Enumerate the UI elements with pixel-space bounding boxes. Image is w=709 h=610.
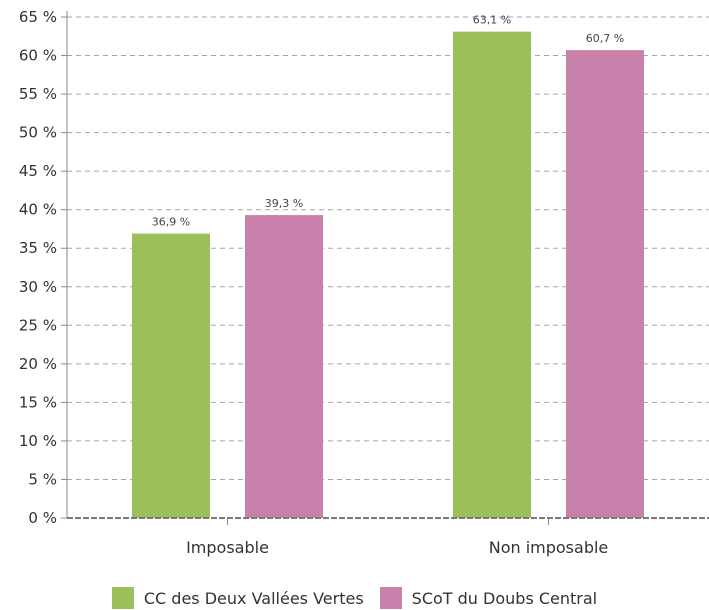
- legend-item-series-2: SCoT du Doubs Central: [379, 587, 598, 609]
- legend-swatch-series-1: [111, 587, 134, 609]
- bar-2-1: [245, 215, 323, 518]
- category-label: Imposable: [186, 538, 269, 557]
- legend-item-series-1: CC des Deux Vallées Vertes: [111, 587, 364, 609]
- y-tick-label: 10 %: [19, 432, 57, 450]
- legend-label-series-1: CC des Deux Vallées Vertes: [143, 588, 364, 608]
- legend: CC des Deux Vallées Vertes SCoT du Doubs…: [0, 586, 709, 610]
- axes: [66, 11, 709, 519]
- data-label-2-2: 60,7 %: [586, 32, 624, 45]
- bar-chart: 0 % 5 % 10 % 15 % 20 % 25 % 30 % 35 % 40 % 45 % 50…: [19, 8, 709, 557]
- y-tick-label: 5 %: [28, 470, 57, 488]
- y-tick-label: 30 %: [19, 278, 57, 296]
- legend-label-series-2: SCoT du Doubs Central: [411, 588, 598, 608]
- y-tick-label: 60 %: [19, 47, 57, 65]
- x-axis-categories: Imposable Non imposable: [186, 518, 608, 557]
- bars: [132, 31, 644, 519]
- y-tick-label: 45 %: [19, 162, 57, 180]
- bar-2-2: [566, 50, 644, 519]
- data-labels: 36,9 % 39,3 % 63,1 % 60,7 %: [152, 14, 624, 229]
- y-tick-label: 40 %: [19, 201, 57, 219]
- data-label-1-1: 36,9 %: [152, 216, 190, 229]
- y-tick-label: 15 %: [19, 393, 57, 411]
- data-label-2-1: 39,3 %: [265, 197, 303, 210]
- y-tick-label: 65 %: [19, 8, 57, 26]
- category-label: Non imposable: [489, 538, 609, 557]
- y-tick-label: 50 %: [19, 124, 57, 142]
- y-tick-label: 35 %: [19, 239, 57, 257]
- bar-1-2: [453, 31, 531, 518]
- y-tick-label: 25 %: [19, 316, 57, 334]
- data-label-1-2: 63,1 %: [473, 14, 511, 27]
- legend-swatch-series-2: [379, 587, 402, 609]
- bar-1-1: [132, 233, 210, 518]
- y-tick-label: 20 %: [19, 355, 57, 373]
- y-tick-label: 0 %: [28, 509, 57, 527]
- y-tick-label: 55 %: [19, 85, 57, 103]
- y-axis-ticks: 0 % 5 % 10 % 15 % 20 % 25 % 30 % 35 % 40 % 45 % 50…: [19, 8, 67, 527]
